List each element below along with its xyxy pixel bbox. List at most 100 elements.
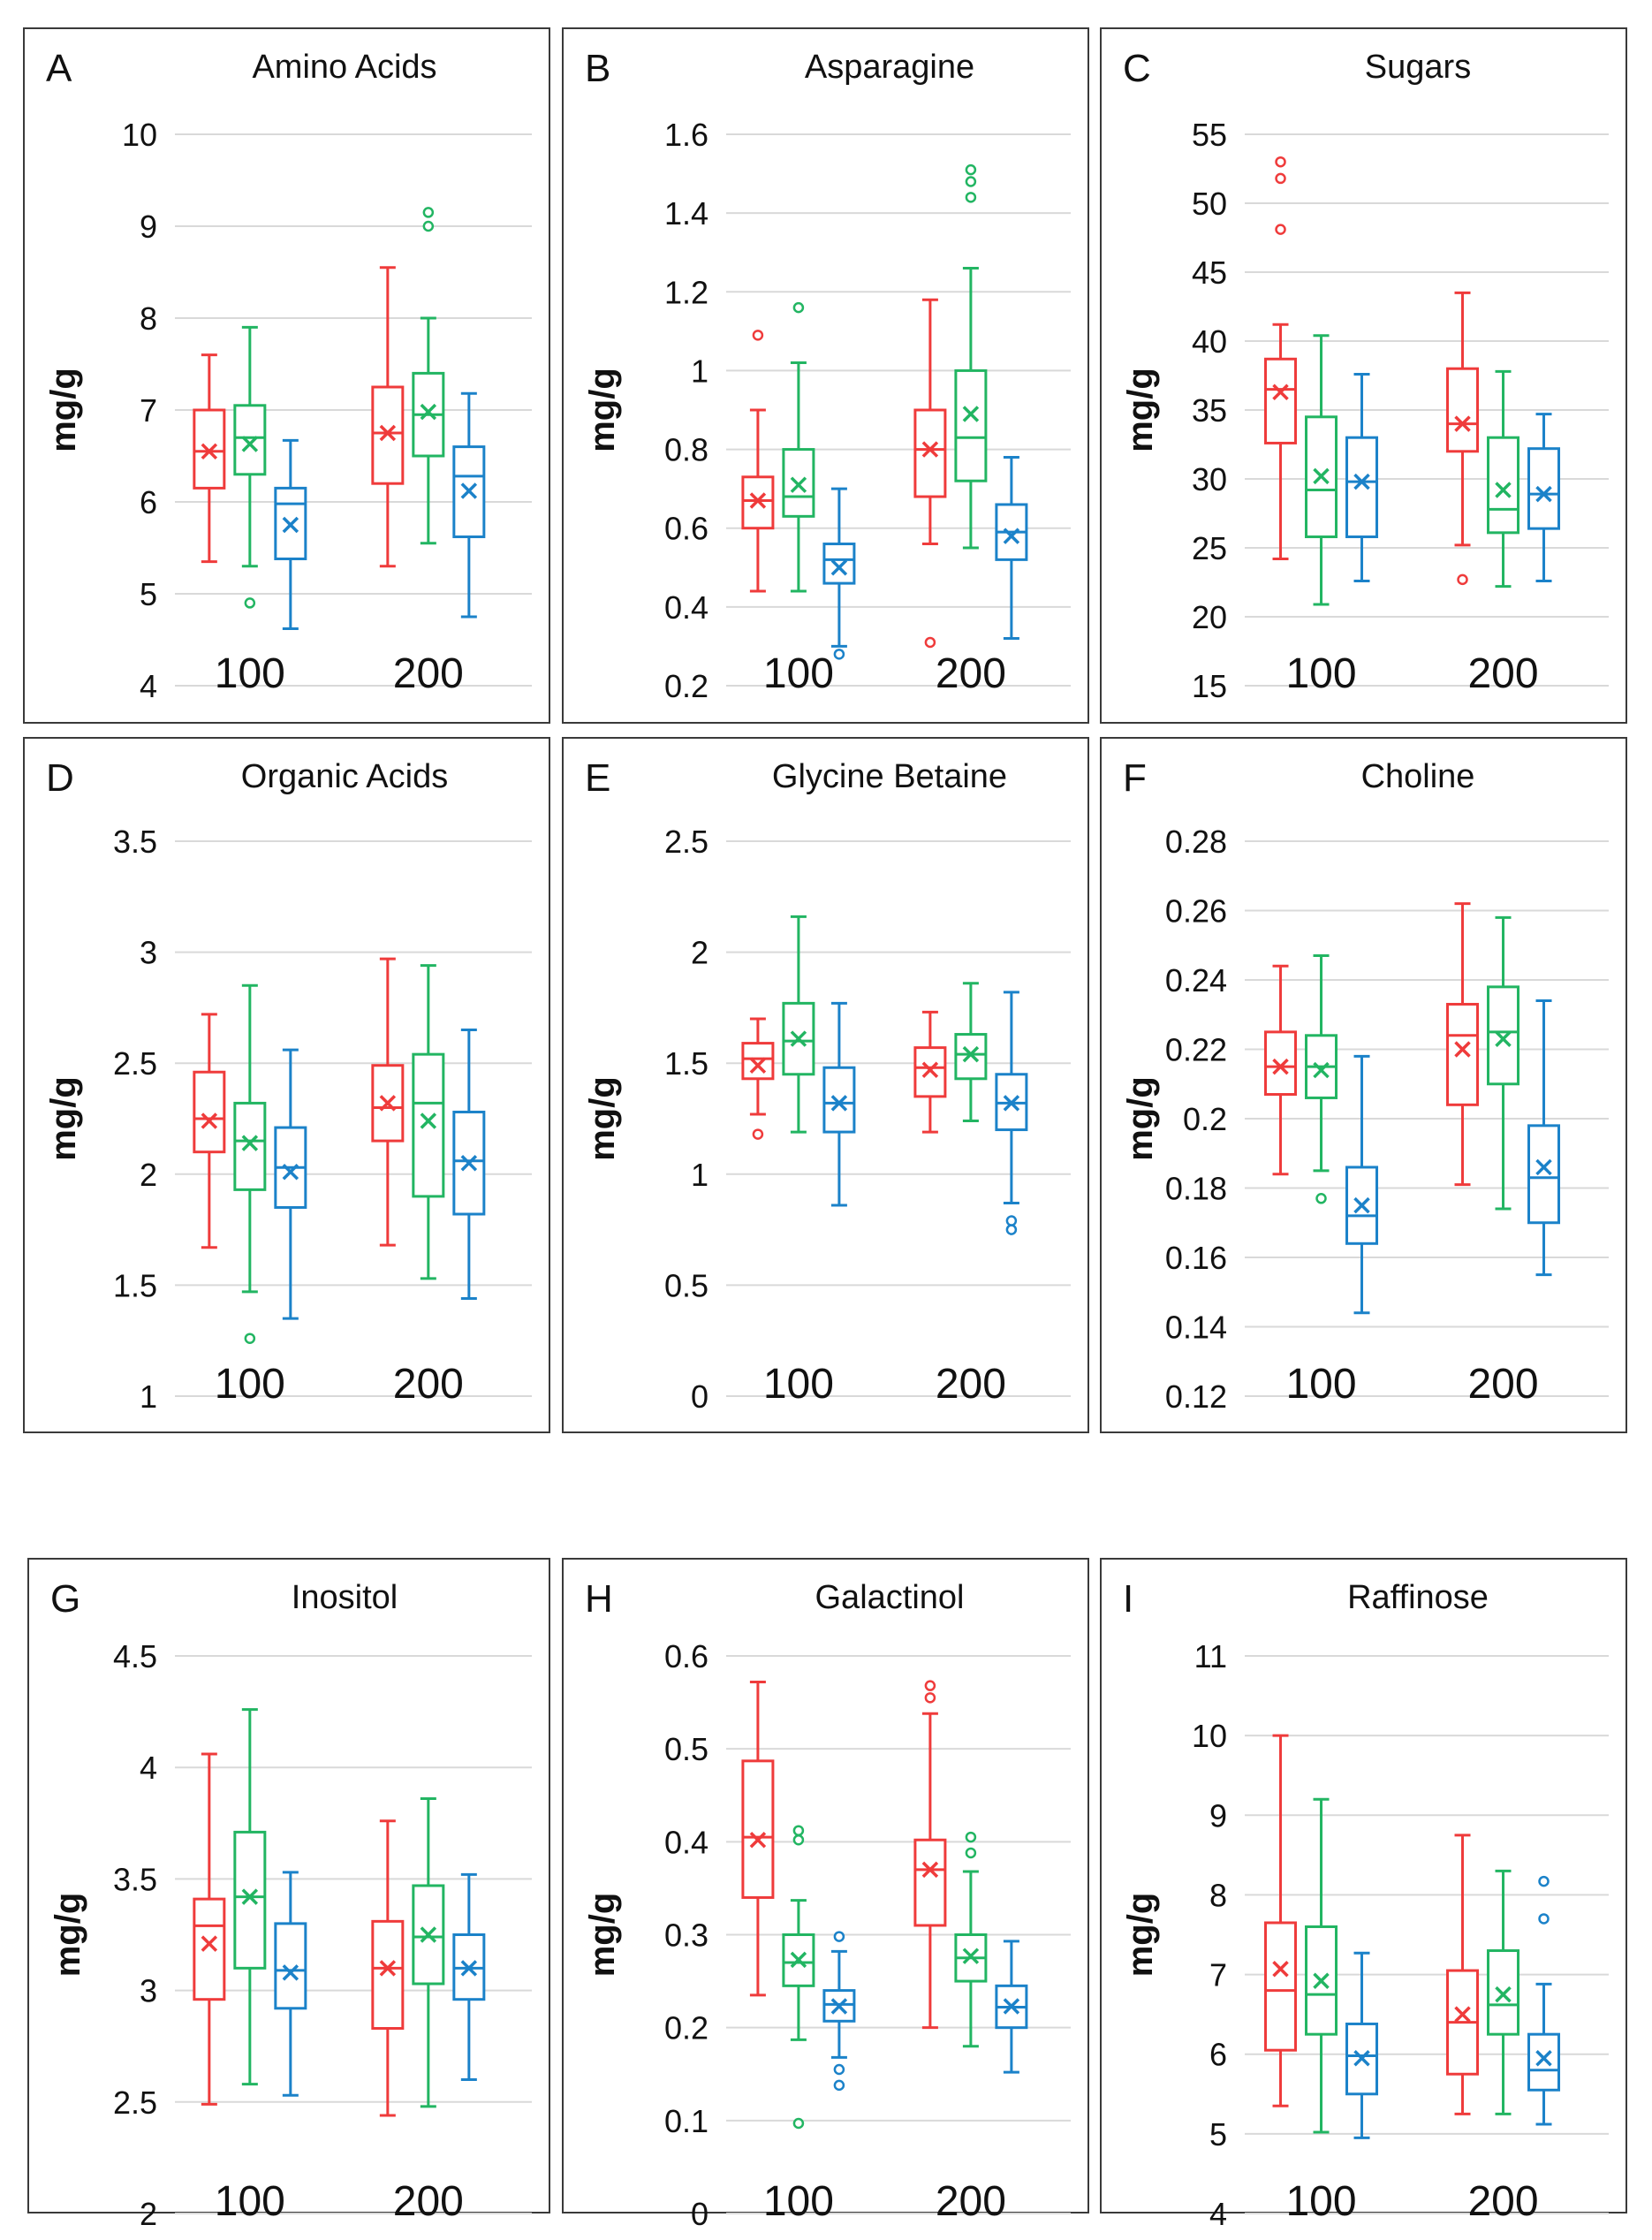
y-tick-label: 2: [691, 935, 709, 971]
panel-i: 4 5 6 7 8 9 10 11 I Raffinose mg/g 100 200: [1100, 1558, 1627, 2232]
box-series-200-200: [452, 391, 486, 619]
y-tick-label: 2.5: [113, 2084, 157, 2121]
mean-marker-b: [420, 1926, 437, 1943]
outlier-point: [833, 1931, 845, 1942]
mean-marker-b: [790, 1030, 807, 1047]
y-tick-label: 0.1: [664, 2103, 709, 2139]
box-iqr: [1446, 1002, 1480, 1106]
box-iqr: [1305, 1925, 1338, 2036]
box-series-200-200: [995, 1940, 1028, 2074]
y-tick-label: 9: [140, 209, 157, 245]
panel-title: Inositol: [292, 1579, 398, 1616]
panel-letter: I: [1123, 1577, 1133, 1621]
y-tick-label: 1.5: [664, 1045, 709, 1082]
mean-marker-b: [1353, 1196, 1370, 1214]
box-iqr: [274, 1922, 307, 2010]
y-tick-label: 40: [1192, 323, 1227, 360]
y-tick-label: 10: [1192, 1718, 1227, 1754]
y-tick-label: 4: [1209, 2196, 1227, 2232]
mean-marker-b: [241, 1888, 259, 1905]
outlier-point: [792, 2117, 805, 2130]
mean-marker-b: [420, 1112, 437, 1129]
x-category-label: 200: [936, 2178, 1006, 2225]
box-series-150-200: [954, 982, 988, 1123]
y-tick-label: 2.5: [113, 1045, 157, 1082]
box-series-100-100: [193, 353, 226, 564]
mean-marker-b: [420, 403, 437, 421]
outlier-point: [965, 176, 977, 187]
box-iqr: [954, 368, 988, 482]
y-tick-label: 0.3: [664, 1917, 709, 1954]
mean-marker-b: [1272, 383, 1289, 400]
panel-title: Raffinose: [1347, 1579, 1489, 1616]
mean-marker-b: [749, 1057, 767, 1074]
mean-marker-b: [460, 1960, 478, 1977]
box-series-200-200: [1527, 999, 1561, 1277]
mean-marker-b: [749, 1831, 767, 1849]
outlier-point: [1315, 1193, 1327, 1204]
box-series-200-100: [822, 1001, 856, 1207]
outlier-point: [792, 1834, 805, 1846]
panel-frame: [1100, 27, 1627, 724]
box-series-150-200: [412, 207, 445, 545]
y-axis-label: mg/g: [583, 368, 622, 452]
panel-frame: [562, 27, 1089, 724]
panel-frame: [1100, 737, 1627, 1433]
mean-marker-b: [830, 1095, 848, 1112]
y-tick-label: 3.5: [113, 824, 157, 860]
mean-marker-b: [830, 559, 848, 576]
y-tick-label: 0.2: [664, 668, 709, 704]
panel-letter: H: [585, 1577, 613, 1621]
panel-title: Choline: [1361, 758, 1475, 795]
y-tick-label: 0.12: [1165, 1378, 1227, 1415]
outlier-point: [1538, 1913, 1550, 1925]
y-tick-label: 0.5: [664, 1267, 709, 1303]
box-iqr: [954, 1033, 988, 1081]
box-iqr: [371, 1919, 405, 2031]
y-tick-label: 0.2: [1183, 1101, 1227, 1137]
panel-f: 0.12 0.14 0.16 0.18 0.2 0.22 0.24 0.26 0.28 F Chol…: [1100, 737, 1627, 1433]
y-tick-label: 30: [1192, 461, 1227, 497]
y-axis-label: mg/g: [1121, 1893, 1160, 1978]
box-iqr: [913, 408, 947, 498]
box-series-100-100: [1264, 156, 1298, 560]
mean-marker-b: [1535, 1158, 1552, 1176]
mean-marker-b: [201, 1935, 218, 1952]
box-iqr: [822, 1989, 856, 2023]
mean-marker-b: [830, 1998, 848, 2015]
panel-g: 2 2.5 3 3.5 4 4.5 G Inositol mg/g 100 200: [27, 1558, 550, 2232]
mean-marker-b: [282, 1164, 299, 1181]
box-series-150-100: [782, 301, 815, 593]
y-tick-label: 9: [1209, 1797, 1227, 1834]
box-iqr: [1345, 436, 1379, 539]
y-tick-label: 1: [691, 353, 709, 389]
box-iqr: [1527, 1124, 1561, 1225]
mean-marker-b: [201, 443, 218, 460]
box-series-150-100: [1305, 954, 1338, 1204]
x-category-label: 200: [393, 650, 464, 697]
box-iqr: [1527, 447, 1561, 530]
y-axis-label: mg/g: [49, 1893, 87, 1978]
box-iqr: [913, 1046, 947, 1098]
box-series-200-100: [1345, 372, 1379, 582]
outlier-point: [792, 301, 805, 314]
mean-marker-b: [1535, 2049, 1552, 2067]
y-tick-label: 0.14: [1165, 1310, 1227, 1346]
mean-marker-b: [1353, 2049, 1370, 2067]
outlier-point: [792, 1825, 805, 1836]
box-iqr: [822, 543, 856, 585]
box-iqr: [1487, 436, 1520, 535]
mean-marker-b: [379, 424, 397, 442]
box-series-100-100: [741, 1680, 775, 1997]
x-category-label: 200: [1467, 2178, 1538, 2225]
box-iqr: [233, 1830, 267, 1970]
box-iqr: [193, 408, 226, 490]
x-category-label: 100: [763, 1361, 834, 1408]
box-series-200-200: [452, 1029, 486, 1300]
box-series-150-200: [412, 964, 445, 1280]
panel-frame: [562, 737, 1089, 1433]
x-category-label: 200: [936, 650, 1006, 697]
box-iqr: [1487, 985, 1520, 1086]
box-series-100-100: [1264, 964, 1298, 1176]
